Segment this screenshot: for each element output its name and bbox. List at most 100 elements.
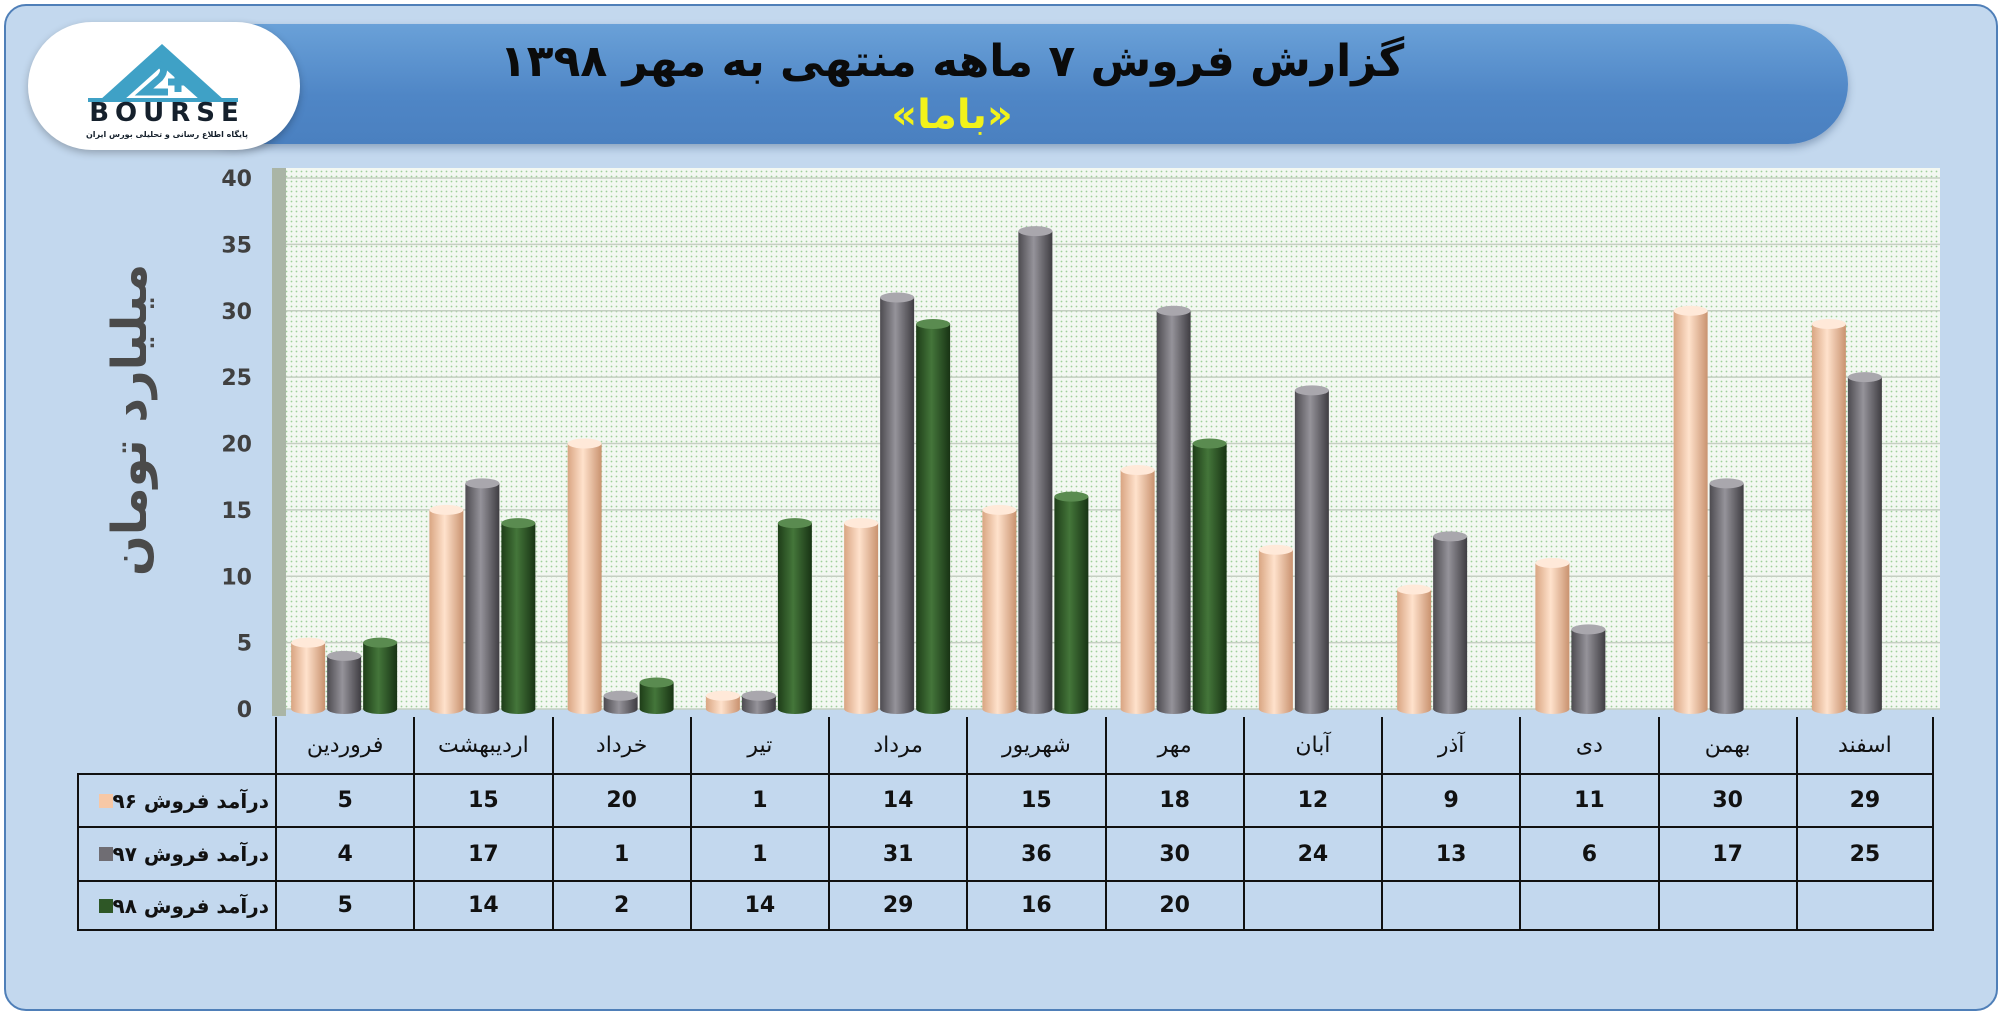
bar-body [741,695,776,714]
table-cell: 13 [1381,826,1520,880]
bar-body [1258,549,1293,714]
logo-wordmark: BOURSE [89,98,245,128]
bourse-24-logo-icon [88,44,238,102]
category-label: خرداد [551,717,690,773]
bar-body [1811,324,1846,714]
bar-body [1847,377,1882,714]
logo-caption: پایگاه اطلاع رسانی و تحلیلی بورس ایران [85,130,249,139]
y-tick-label: 35 [221,233,252,258]
bar-cap [363,637,398,648]
bar-cap [291,637,326,648]
table-cell: 29 [1795,773,1934,826]
bar [1433,531,1468,714]
bar-body [429,509,464,714]
table-cell: 30 [1104,826,1243,880]
bar [1847,372,1882,714]
bar-body [1397,589,1432,714]
title-banner: گزارش فروش ۷ ماهه منتهی به مهر ۱۳۹۸ «بام… [176,24,1848,144]
legend-label: درآمد فروش ۹۶ [112,788,269,813]
bar-cap [1535,557,1570,568]
category-label: بهمن [1657,717,1796,773]
bar-cap [1847,372,1882,383]
bar-cap [639,677,674,688]
bar [291,637,326,714]
bar-body [880,297,915,714]
bar [844,518,879,714]
bar-body [1294,390,1329,714]
bar [1018,226,1053,714]
table-cell: 4 [275,826,414,880]
bar [880,292,915,714]
table-cell: 9 [1381,773,1520,826]
bar-body [1709,483,1744,714]
table-cell: 5 [275,880,414,931]
legend-entry: درآمد فروش ۹۷ [77,826,275,880]
bar [465,478,500,714]
bar [1811,319,1846,714]
y-axis-title: میلیارد تومان [102,263,158,577]
bar [705,690,740,714]
bar-cap [1673,305,1708,316]
bar-cap [1258,544,1293,555]
table-cell: 31 [828,826,967,880]
bar-cap [1294,385,1329,396]
category-label: آبان [1242,717,1381,773]
bar-body [916,324,951,714]
bar-body [1673,310,1708,714]
category-label: فروردین [275,717,413,773]
table-cell: 15 [966,773,1105,826]
bar-cap [880,292,915,303]
bar [1571,624,1606,714]
category-label: دی [1519,717,1657,773]
y-tick-label: 40 [221,167,252,192]
bar [1397,584,1432,714]
bar-cap [327,650,362,661]
bar [639,677,674,714]
bar [1709,478,1744,714]
bar-cap [501,518,536,529]
bar-cap [844,518,879,529]
category-label: شهریور [966,717,1104,773]
bar-body [291,642,326,714]
bar [916,319,951,714]
bar-body [1192,443,1227,714]
table-cell: 29 [828,880,967,931]
y-tick-label: 15 [221,499,252,524]
bar-body [1571,629,1606,714]
bar-body [1018,231,1053,714]
legend-swatch [98,793,113,808]
bar-body [705,695,740,714]
table-cell [1795,880,1934,931]
table-cell: 2 [551,880,690,931]
bar-body [982,509,1017,714]
page-title: گزارش فروش ۷ ماهه منتهی به مهر ۱۳۹۸ [499,36,1405,87]
table-cell: 16 [966,880,1105,931]
plot-background [286,168,1940,709]
bar-cap [603,690,638,701]
bar [1156,305,1191,714]
bar-cap [916,319,951,330]
bar-cap [1811,319,1846,330]
bar-cap [465,478,500,489]
bar-cap [567,438,602,449]
bar-cap [705,690,740,701]
table-cell: 17 [413,826,552,880]
bar [567,438,602,714]
bar-cap [982,504,1017,515]
table-cell: 20 [1104,880,1243,931]
bar [327,650,362,714]
bar [1258,544,1293,714]
legend-swatch [98,898,113,913]
table-cell [1519,880,1658,931]
table-cell [1657,880,1796,931]
legend-label: درآمد فروش ۹۸ [112,893,269,918]
category-label: اسفند [1795,717,1934,773]
y-tick-label: 30 [221,300,252,325]
table-cell: 5 [275,773,414,826]
table-cell: 14 [413,880,552,931]
table-cell [1242,880,1381,931]
y-tick-label: 5 [237,632,252,657]
bar-cap [1709,478,1744,489]
bar [363,637,398,714]
